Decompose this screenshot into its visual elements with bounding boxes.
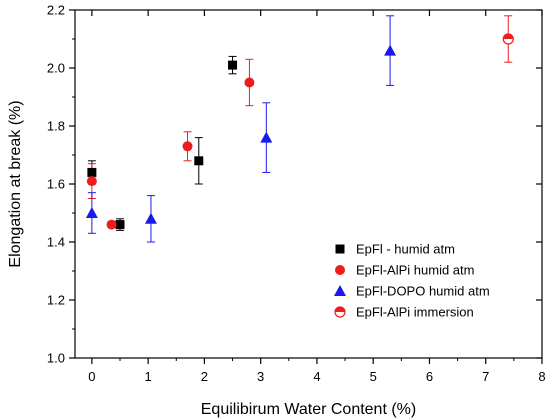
- legend: EpFl - humid atm EpFl-AlPi humid atm EpFl-…: [334, 242, 490, 320]
- data-point: [115, 220, 125, 230]
- data-point: [106, 219, 117, 230]
- data-point: [194, 156, 204, 166]
- legend-label: EpFl-AlPi humid atm: [356, 263, 474, 278]
- x-tick-label: 3: [257, 369, 264, 384]
- data-points: [85, 33, 514, 230]
- x-tick-label: 8: [538, 369, 545, 384]
- y-tick-label: 1.4: [47, 235, 65, 250]
- legend-item: EpFl-AlPi humid atm: [335, 263, 474, 278]
- x-tick-label: 5: [370, 369, 377, 384]
- legend-marker: [334, 306, 346, 318]
- y-tick-label: 1.6: [47, 177, 65, 192]
- x-tick-label: 6: [426, 369, 433, 384]
- y-tick-label: 1.0: [47, 351, 65, 366]
- y-tick-label: 1.2: [47, 293, 65, 308]
- data-point: [244, 77, 255, 88]
- x-axis-title: Equilibirum Water Content (%): [201, 401, 416, 418]
- x-tick-label: 4: [313, 369, 320, 384]
- legend-marker: [334, 285, 346, 296]
- tick-labels: 0 1 2 3 4 5 6 7 8 1.0 1.2 1.4 1.6 1.8 2.0 2.2: [47, 3, 546, 385]
- x-tick-label: 1: [145, 369, 152, 384]
- legend-item: EpFl - humid atm: [335, 242, 455, 257]
- legend-label: EpFl - humid atm: [356, 242, 455, 257]
- data-point: [85, 207, 98, 218]
- y-axis-title: Elongation at break (%): [7, 100, 24, 267]
- data-point: [182, 141, 193, 152]
- x-tick-label: 7: [482, 369, 489, 384]
- data-point: [228, 60, 238, 70]
- x-tick-label: 2: [201, 369, 208, 384]
- y-tick-label: 2.0: [47, 61, 65, 76]
- y-tick-label: 2.2: [47, 3, 65, 18]
- data-point: [260, 131, 273, 143]
- data-point: [87, 167, 97, 177]
- error-bars: [87, 15, 513, 243]
- y-tick-label: 1.8: [47, 119, 65, 134]
- legend-marker: [335, 244, 345, 254]
- x-tick-label: 0: [88, 369, 95, 384]
- legend-item: EpFl-DOPO humid atm: [334, 284, 490, 299]
- legend-label: EpFl-DOPO humid atm: [356, 284, 490, 299]
- data-point: [502, 33, 514, 45]
- data-point: [144, 212, 157, 224]
- legend-marker: [335, 265, 345, 275]
- data-point: [86, 176, 97, 187]
- data-point: [384, 44, 397, 56]
- legend-item: EpFl-AlPi immersion: [334, 305, 474, 320]
- legend-label: EpFl-AlPi immersion: [356, 305, 474, 320]
- tick-marks: [69, 9, 543, 364]
